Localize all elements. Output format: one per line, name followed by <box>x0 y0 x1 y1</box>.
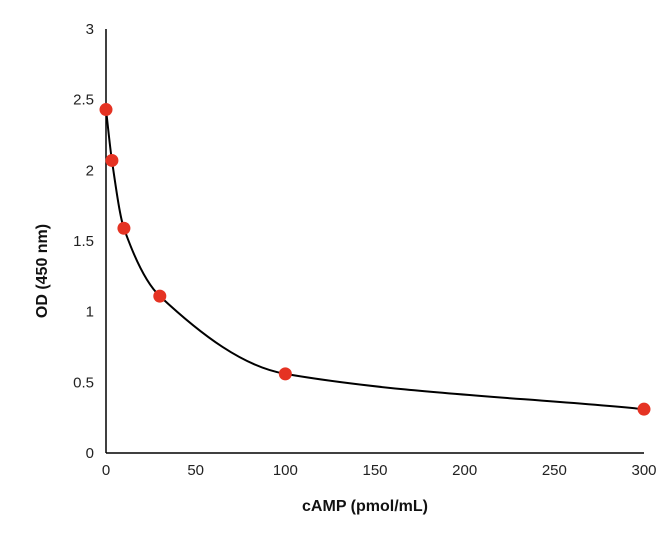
data-point <box>117 221 131 235</box>
data-points <box>99 103 651 416</box>
x-tick-label: 200 <box>452 462 477 479</box>
y-tick-label: 1.5 <box>73 233 94 250</box>
data-point <box>278 367 292 381</box>
y-tick-label: 0 <box>86 445 94 462</box>
y-tick-label: 1 <box>86 304 94 321</box>
x-axis-title: cAMP (pmol/mL) <box>302 498 428 515</box>
x-tick-label: 250 <box>542 462 567 479</box>
x-tick-label: 150 <box>362 462 387 479</box>
y-tick-labels: 0 0.5 1 1.5 2 2.5 3 <box>73 21 94 462</box>
x-tick-label: 100 <box>273 462 298 479</box>
fit-curve <box>105 109 645 411</box>
y-tick-label: 3 <box>86 21 94 38</box>
x-tick-label: 50 <box>187 462 204 479</box>
data-point <box>153 289 167 303</box>
y-tick-label: 2 <box>86 162 94 179</box>
y-tick-label: 2.5 <box>73 92 94 109</box>
x-tick-label: 0 <box>102 462 110 479</box>
y-tick-label: 0.5 <box>73 374 94 391</box>
x-tick-label: 300 <box>631 462 656 479</box>
plot-area: 0 0.5 1 1.5 2 2.5 3 0 50 100 150 200 250 300 <box>73 21 656 479</box>
data-point <box>105 153 119 167</box>
data-point <box>99 103 113 117</box>
data-point <box>637 402 651 416</box>
y-axis-title: OD (450 nm) <box>34 224 51 318</box>
x-tick-labels: 0 50 100 150 200 250 300 <box>102 462 657 479</box>
